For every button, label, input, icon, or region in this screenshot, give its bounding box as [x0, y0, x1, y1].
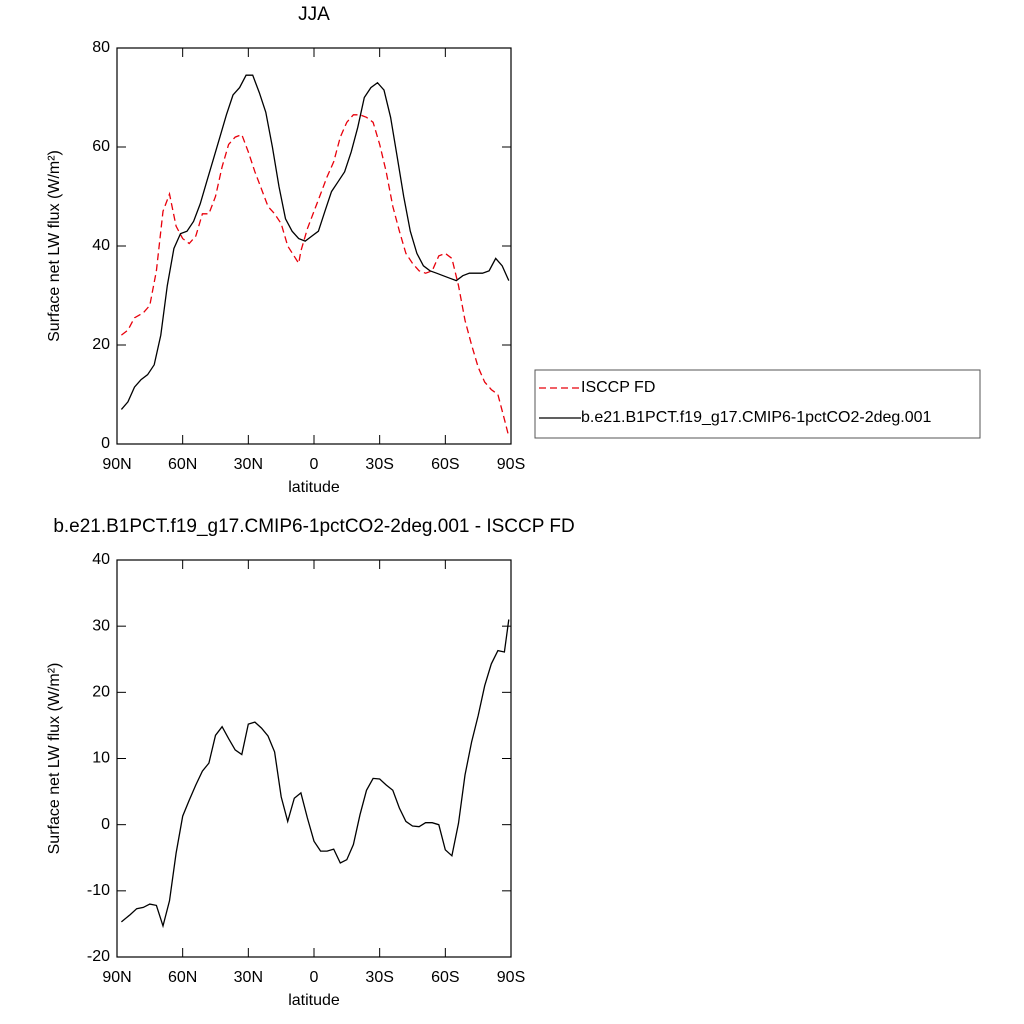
- y-tick-label: 30: [92, 617, 110, 634]
- x-tick-label: 30N: [234, 969, 263, 986]
- x-tick-label: 60S: [431, 969, 459, 986]
- x-tick-label: 90S: [497, 969, 525, 986]
- plot-frame: [116, 559, 512, 958]
- x-tick-label: 0: [310, 456, 319, 473]
- x-axis-label: latitude: [288, 479, 340, 496]
- legend: ISCCP FD b.e21.B1PCT.f19_g17.CMIP6-1pctCO…: [534, 369, 981, 439]
- y-axis-label: Surface net LW flux (W/m²): [46, 150, 63, 342]
- chart-title: b.e21.B1PCT.f19_g17.CMIP6-1pctCO2-2deg.0…: [53, 516, 574, 537]
- y-tick-label: -20: [87, 948, 110, 965]
- x-tick-label: 90N: [102, 456, 131, 473]
- x-tick-label: 30N: [234, 456, 263, 473]
- y-axis-label: Surface net LW flux (W/m²): [46, 663, 63, 855]
- plot-frame: [116, 47, 512, 445]
- x-tick-label: 30S: [365, 456, 393, 473]
- y-tick-label: 60: [92, 138, 110, 155]
- x-tick-label: 60S: [431, 456, 459, 473]
- series-line: [121, 114, 510, 437]
- x-tick-label: 0: [310, 969, 319, 986]
- y-tick-label: 0: [101, 816, 110, 833]
- y-tick-label: 0: [101, 435, 110, 452]
- x-axis-label: latitude: [288, 992, 340, 1009]
- y-tick-label: 40: [92, 551, 110, 568]
- legend-label: b.e21.B1PCT.f19_g17.CMIP6-1pctCO2-2deg.0…: [581, 409, 932, 426]
- series-line: [120, 74, 510, 410]
- y-tick-label: 10: [92, 750, 110, 767]
- chart-title: JJA: [298, 4, 330, 25]
- legend-label: ISCCP FD: [581, 379, 655, 396]
- legend-frame: [534, 369, 981, 439]
- y-tick-label: 20: [92, 684, 110, 701]
- x-tick-label: 90S: [497, 456, 525, 473]
- y-tick-label: -10: [87, 882, 110, 899]
- y-tick-label: 20: [92, 336, 110, 353]
- y-tick-label: 40: [92, 237, 110, 254]
- x-tick-label: 60N: [168, 456, 197, 473]
- x-tick-label: 30S: [365, 969, 393, 986]
- series-line: [120, 619, 510, 929]
- y-tick-label: 80: [92, 39, 110, 56]
- x-tick-label: 60N: [168, 969, 197, 986]
- x-tick-label: 90N: [102, 969, 131, 986]
